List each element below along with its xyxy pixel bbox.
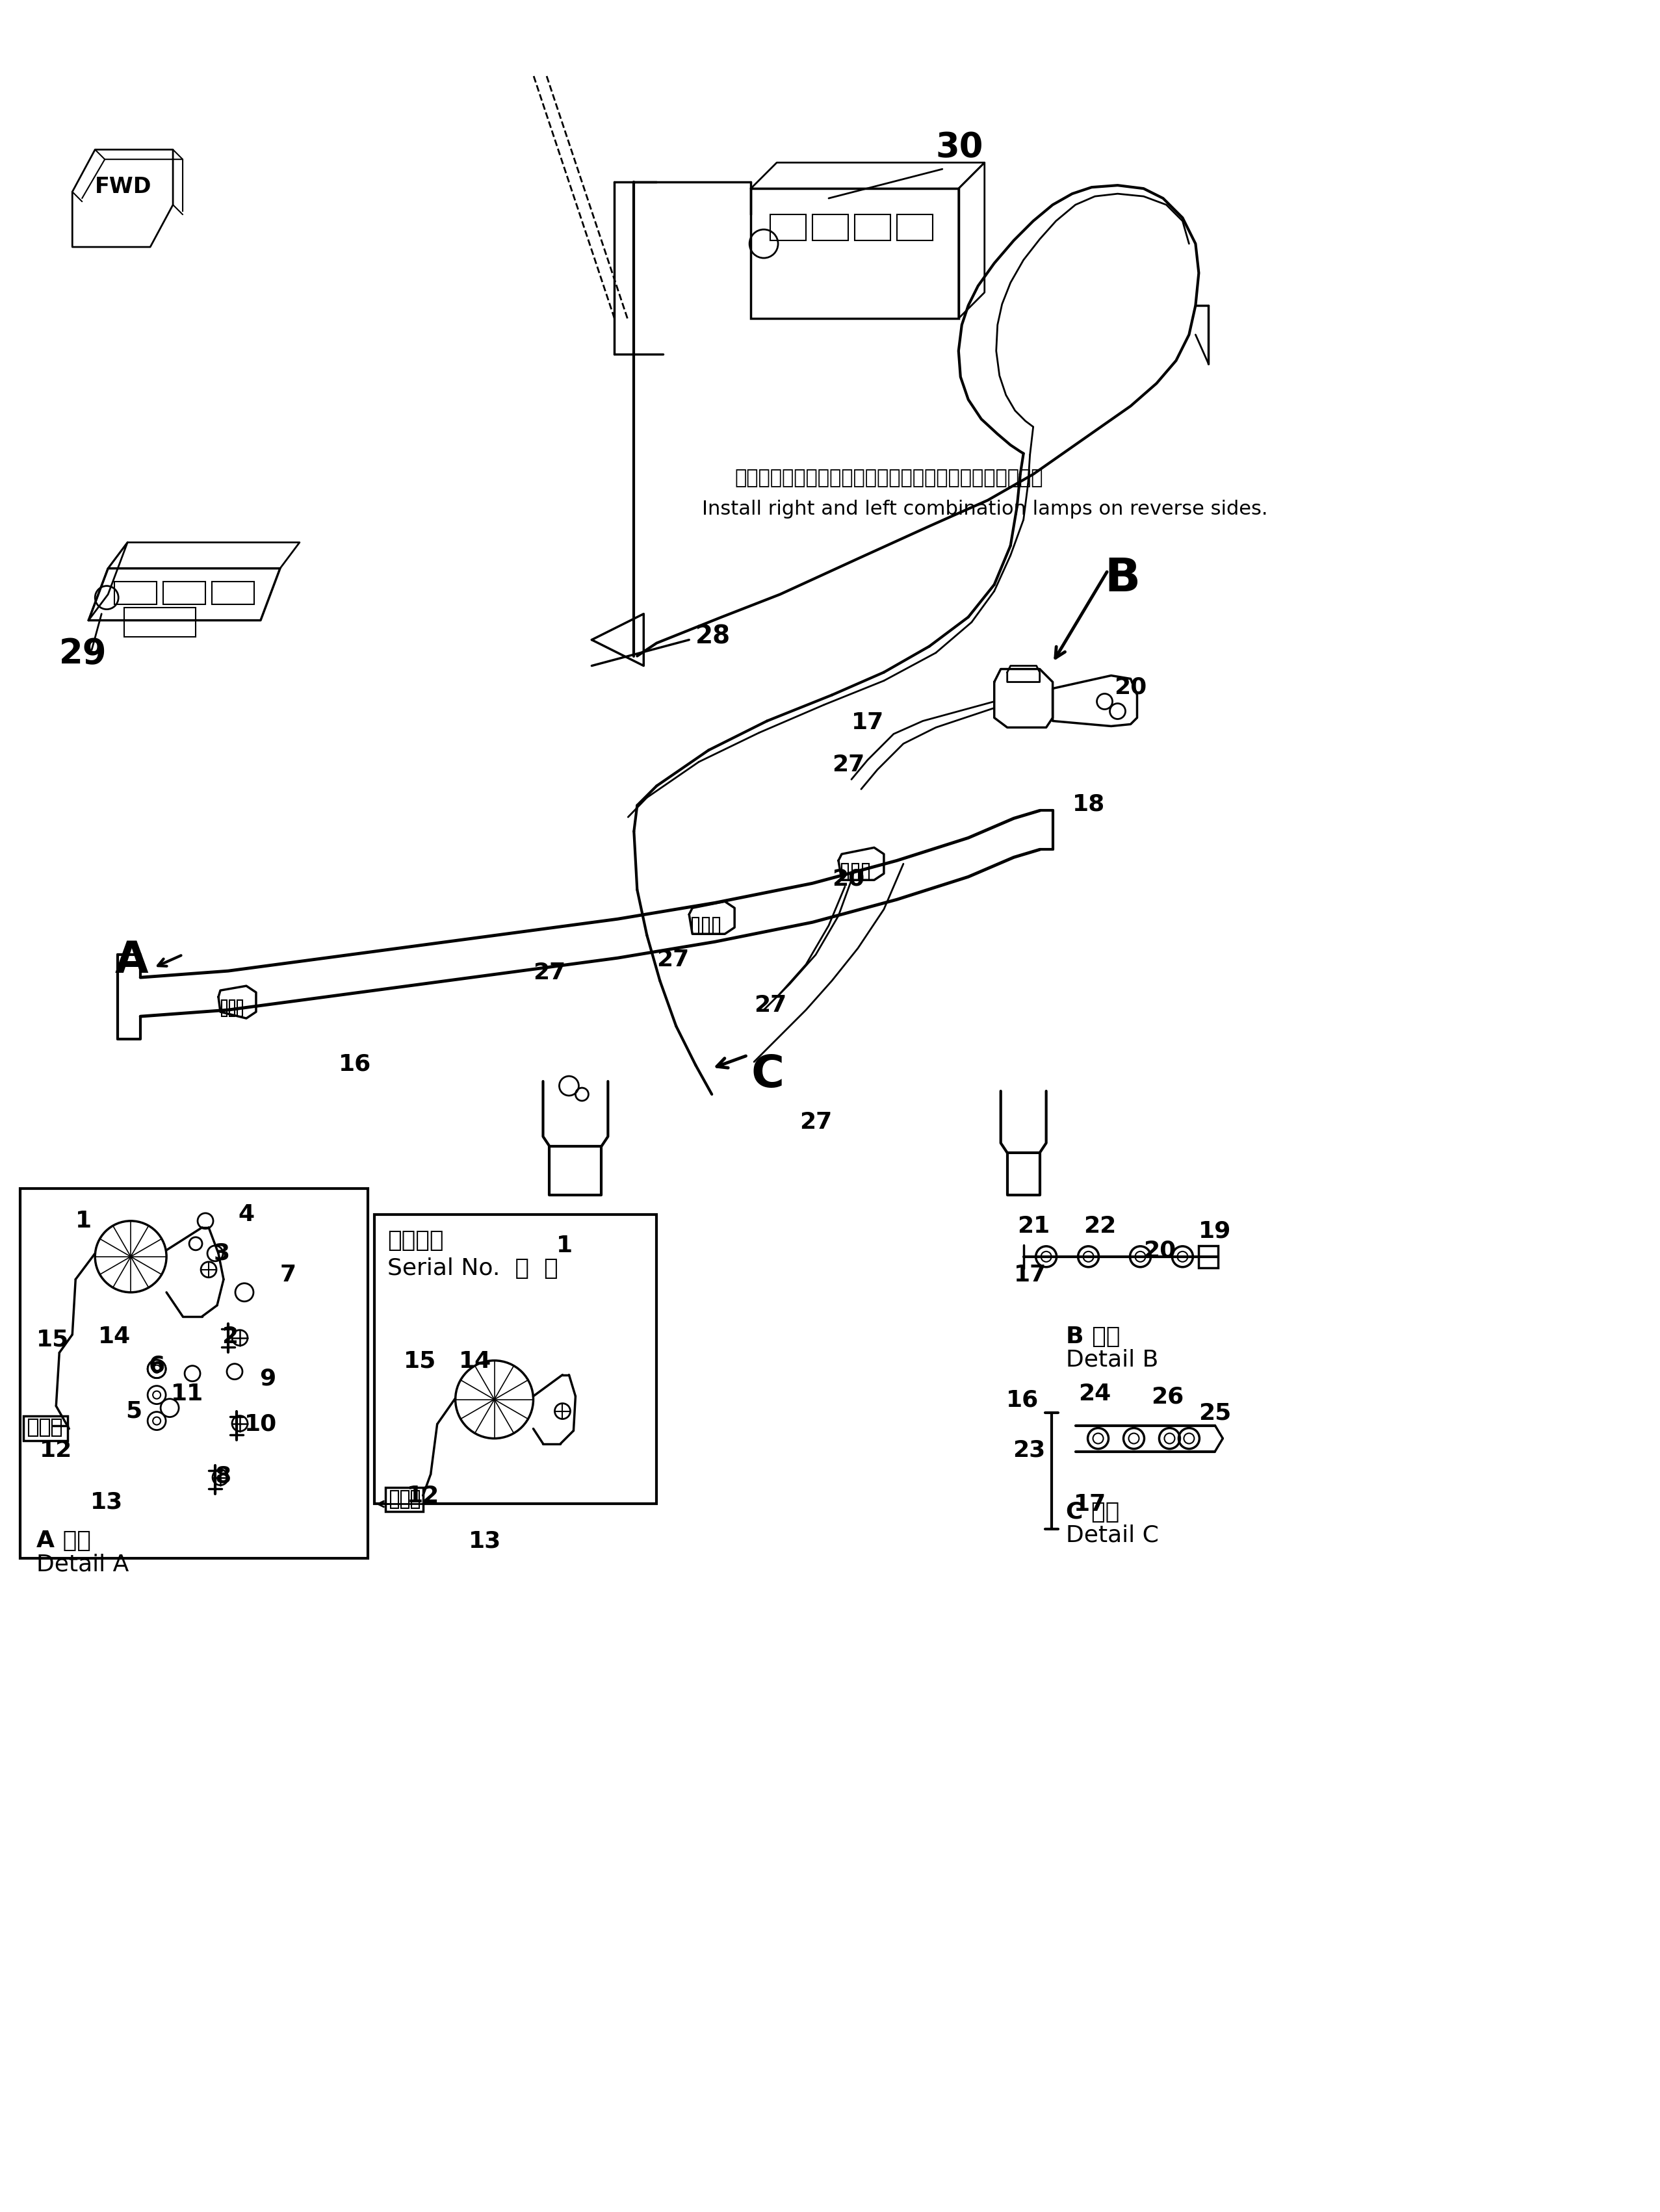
Text: 15: 15	[37, 1329, 70, 1349]
Bar	[237, 1000, 242, 1018]
Bar	[812, 215, 848, 241]
Text: コンビネーションランプは左右入れ替えて取り付けます。: コンビネーションランプは左右入れ替えて取り付けます。	[735, 469, 1042, 487]
Text: 4: 4	[237, 1203, 254, 1225]
Text: C 詳細: C 詳細	[1066, 1500, 1119, 1522]
Text: Detail C: Detail C	[1066, 1524, 1159, 1546]
Bar	[222, 1000, 227, 1018]
Bar	[702, 918, 709, 933]
Text: 5: 5	[126, 1400, 141, 1422]
Text: 13: 13	[91, 1491, 123, 1513]
Text: 28: 28	[696, 624, 730, 648]
Bar	[229, 1000, 234, 1018]
Bar	[412, 1491, 418, 1509]
Bar	[714, 918, 720, 933]
Bar	[20, 1188, 369, 1559]
Bar	[770, 215, 807, 241]
Text: 1: 1	[556, 1234, 573, 1256]
Text: Install right and left combination lamps on reverse sides.: Install right and left combination lamps…	[702, 500, 1268, 518]
Text: FWD: FWD	[95, 177, 153, 197]
Text: C: C	[750, 1053, 784, 1095]
Text: 10: 10	[244, 1413, 277, 1436]
Bar	[1199, 1245, 1218, 1267]
Text: 2: 2	[222, 1325, 237, 1347]
Text: 20: 20	[1144, 1239, 1177, 1261]
Text: 26: 26	[1152, 1385, 1184, 1407]
Text: 17: 17	[852, 712, 885, 734]
Bar	[28, 1420, 38, 1436]
Bar	[51, 1420, 61, 1436]
Text: 20: 20	[832, 867, 865, 889]
Text: B 詳細: B 詳細	[1066, 1325, 1121, 1347]
Text: 8: 8	[216, 1464, 231, 1486]
Text: 16: 16	[339, 1053, 372, 1075]
Text: 16: 16	[1006, 1389, 1039, 1411]
Bar	[842, 865, 848, 880]
Text: 7: 7	[281, 1263, 297, 1285]
Text: Serial No.  ・  ～: Serial No. ・ ～	[387, 1256, 558, 1279]
Text: 6: 6	[149, 1354, 166, 1376]
Text: 29: 29	[60, 637, 108, 670]
Text: 27: 27	[533, 962, 566, 984]
Bar	[115, 582, 156, 604]
Text: 13: 13	[468, 1528, 501, 1551]
Bar	[400, 1491, 408, 1509]
Text: 27: 27	[754, 993, 787, 1015]
Text: 17: 17	[1014, 1263, 1046, 1285]
Text: 30: 30	[936, 131, 983, 164]
Text: 24: 24	[1079, 1382, 1111, 1405]
Text: 3: 3	[214, 1241, 231, 1263]
Text: Detail A: Detail A	[37, 1553, 129, 1575]
Text: 11: 11	[171, 1382, 204, 1405]
Bar	[23, 1416, 68, 1440]
Text: 22: 22	[1084, 1214, 1117, 1237]
Bar	[855, 215, 890, 241]
Bar	[863, 865, 868, 880]
Bar	[163, 582, 206, 604]
Text: 19: 19	[1199, 1219, 1232, 1241]
Bar	[852, 865, 858, 880]
Bar	[374, 1214, 657, 1504]
Text: 14: 14	[458, 1349, 491, 1371]
Bar	[390, 1491, 398, 1509]
Text: 25: 25	[1199, 1402, 1232, 1425]
Text: 20: 20	[1114, 677, 1147, 699]
Text: Detail B: Detail B	[1066, 1349, 1159, 1371]
Text: 23: 23	[1013, 1438, 1046, 1460]
Bar	[896, 215, 933, 241]
Text: 15: 15	[403, 1349, 437, 1371]
Bar	[385, 1486, 423, 1513]
Text: 12: 12	[40, 1438, 73, 1460]
Text: 27: 27	[832, 754, 865, 776]
Bar	[692, 918, 699, 933]
Bar	[124, 608, 196, 637]
Text: 9: 9	[259, 1367, 276, 1389]
Text: B: B	[1104, 555, 1140, 602]
Text: 12: 12	[407, 1484, 440, 1506]
Text: A 詳細: A 詳細	[37, 1528, 91, 1551]
Text: 1: 1	[76, 1210, 91, 1232]
Text: 18: 18	[1072, 792, 1106, 814]
Text: 17: 17	[1074, 1493, 1106, 1515]
Bar	[750, 190, 958, 319]
Text: 27: 27	[800, 1110, 832, 1133]
Bar	[212, 582, 254, 604]
Text: 14: 14	[98, 1325, 131, 1347]
Text: 適用号機: 適用号機	[387, 1230, 443, 1252]
Text: A: A	[115, 938, 148, 982]
Text: 21: 21	[1018, 1214, 1049, 1237]
Bar	[40, 1420, 50, 1436]
Text: 27: 27	[657, 949, 689, 971]
